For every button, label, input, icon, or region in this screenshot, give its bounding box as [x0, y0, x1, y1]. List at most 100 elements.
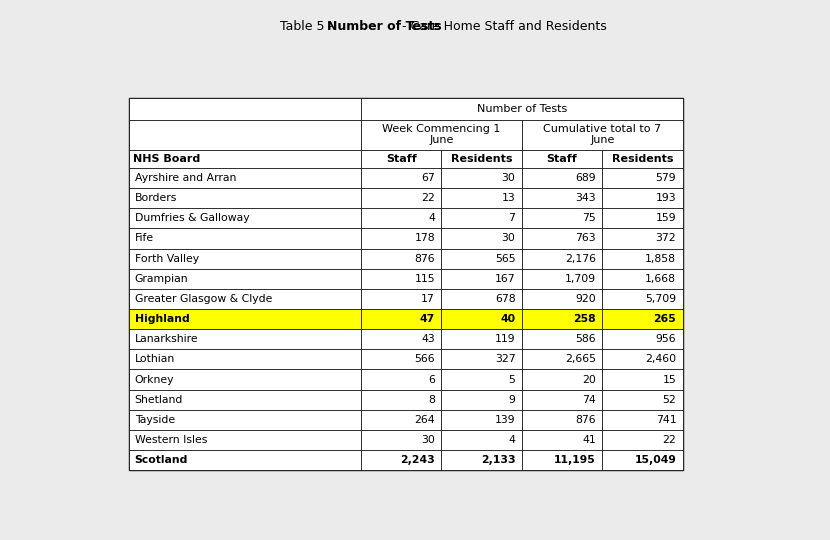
Text: 258: 258	[574, 314, 596, 324]
Bar	[522, 188, 603, 208]
Text: 11,195: 11,195	[554, 455, 596, 465]
Bar	[361, 430, 442, 450]
Text: 119: 119	[495, 334, 515, 344]
Text: 876: 876	[414, 254, 435, 264]
Text: 47: 47	[420, 314, 435, 324]
Bar	[522, 430, 603, 450]
Text: 4: 4	[509, 435, 515, 445]
Bar	[442, 248, 522, 269]
Text: 22: 22	[422, 193, 435, 203]
Bar	[129, 289, 361, 309]
Bar	[129, 120, 361, 150]
Bar	[361, 248, 442, 269]
Bar	[522, 120, 682, 150]
Text: 689: 689	[575, 173, 596, 183]
Bar	[442, 150, 522, 168]
Text: 586: 586	[575, 334, 596, 344]
Text: 139: 139	[495, 415, 515, 425]
Bar	[603, 269, 683, 289]
Text: Residents: Residents	[451, 154, 512, 164]
Bar	[442, 430, 522, 450]
Bar	[603, 208, 683, 228]
Text: 343: 343	[575, 193, 596, 203]
Bar	[603, 389, 683, 410]
Text: Forth Valley: Forth Valley	[134, 254, 198, 264]
Bar	[361, 98, 683, 120]
Bar	[129, 208, 361, 228]
Bar	[603, 188, 683, 208]
Bar	[361, 150, 442, 168]
Text: Lanarkshire: Lanarkshire	[134, 334, 198, 344]
Bar	[129, 389, 361, 410]
Bar	[603, 430, 683, 450]
Text: Highland: Highland	[134, 314, 189, 324]
Text: 5: 5	[509, 375, 515, 384]
Text: 2,460: 2,460	[645, 354, 676, 364]
Text: 265: 265	[653, 314, 676, 324]
Bar	[522, 248, 603, 269]
Text: Table 5 -: Table 5 -	[281, 20, 337, 33]
Bar	[603, 410, 683, 430]
Bar	[129, 410, 361, 430]
Bar	[442, 269, 522, 289]
Text: 193: 193	[656, 193, 676, 203]
Bar	[442, 410, 522, 430]
Text: Ayrshire and Arran: Ayrshire and Arran	[134, 173, 236, 183]
Bar	[361, 289, 442, 309]
Bar	[361, 228, 442, 248]
Bar	[442, 309, 522, 329]
Bar	[603, 450, 683, 470]
Bar	[522, 208, 603, 228]
Text: 15,049: 15,049	[634, 455, 676, 465]
Text: Staff: Staff	[386, 154, 417, 164]
Bar	[603, 248, 683, 269]
Text: 565: 565	[495, 254, 515, 264]
Text: 372: 372	[656, 233, 676, 244]
Text: 75: 75	[582, 213, 596, 224]
Bar	[361, 188, 442, 208]
Bar	[442, 329, 522, 349]
Text: Cumulative total to 7
June: Cumulative total to 7 June	[543, 124, 662, 145]
Text: 13: 13	[501, 193, 515, 203]
Text: Scotland: Scotland	[134, 455, 188, 465]
Text: 159: 159	[656, 213, 676, 224]
Bar	[442, 228, 522, 248]
Text: 178: 178	[414, 233, 435, 244]
Bar	[603, 329, 683, 349]
Bar	[603, 168, 683, 188]
Text: 6: 6	[428, 375, 435, 384]
Text: 678: 678	[495, 294, 515, 304]
Text: 40: 40	[500, 314, 515, 324]
Text: Borders: Borders	[134, 193, 177, 203]
Bar	[361, 208, 442, 228]
Text: 30: 30	[421, 435, 435, 445]
Text: 2,243: 2,243	[400, 455, 435, 465]
Text: 115: 115	[414, 274, 435, 284]
Bar	[442, 349, 522, 369]
Text: 1,668: 1,668	[645, 274, 676, 284]
Text: Tayside: Tayside	[134, 415, 175, 425]
Text: 8: 8	[428, 395, 435, 404]
Text: Fife: Fife	[134, 233, 154, 244]
Bar	[129, 329, 361, 349]
Text: Shetland: Shetland	[134, 395, 183, 404]
Text: Number of Tests: Number of Tests	[476, 104, 567, 114]
Text: 920: 920	[575, 294, 596, 304]
Text: Grampian: Grampian	[134, 274, 188, 284]
Bar	[129, 369, 361, 389]
Text: Week Commencing 1
June: Week Commencing 1 June	[383, 124, 500, 145]
Text: Orkney: Orkney	[134, 375, 174, 384]
Bar	[129, 228, 361, 248]
Text: 9: 9	[509, 395, 515, 404]
Text: 579: 579	[656, 173, 676, 183]
Text: 1,709: 1,709	[564, 274, 596, 284]
Text: 327: 327	[495, 354, 515, 364]
Text: 17: 17	[422, 294, 435, 304]
Bar	[129, 450, 361, 470]
Text: 956: 956	[656, 334, 676, 344]
Bar	[442, 450, 522, 470]
Bar	[522, 309, 603, 329]
Bar	[522, 329, 603, 349]
Bar	[129, 309, 361, 329]
Text: 67: 67	[422, 173, 435, 183]
